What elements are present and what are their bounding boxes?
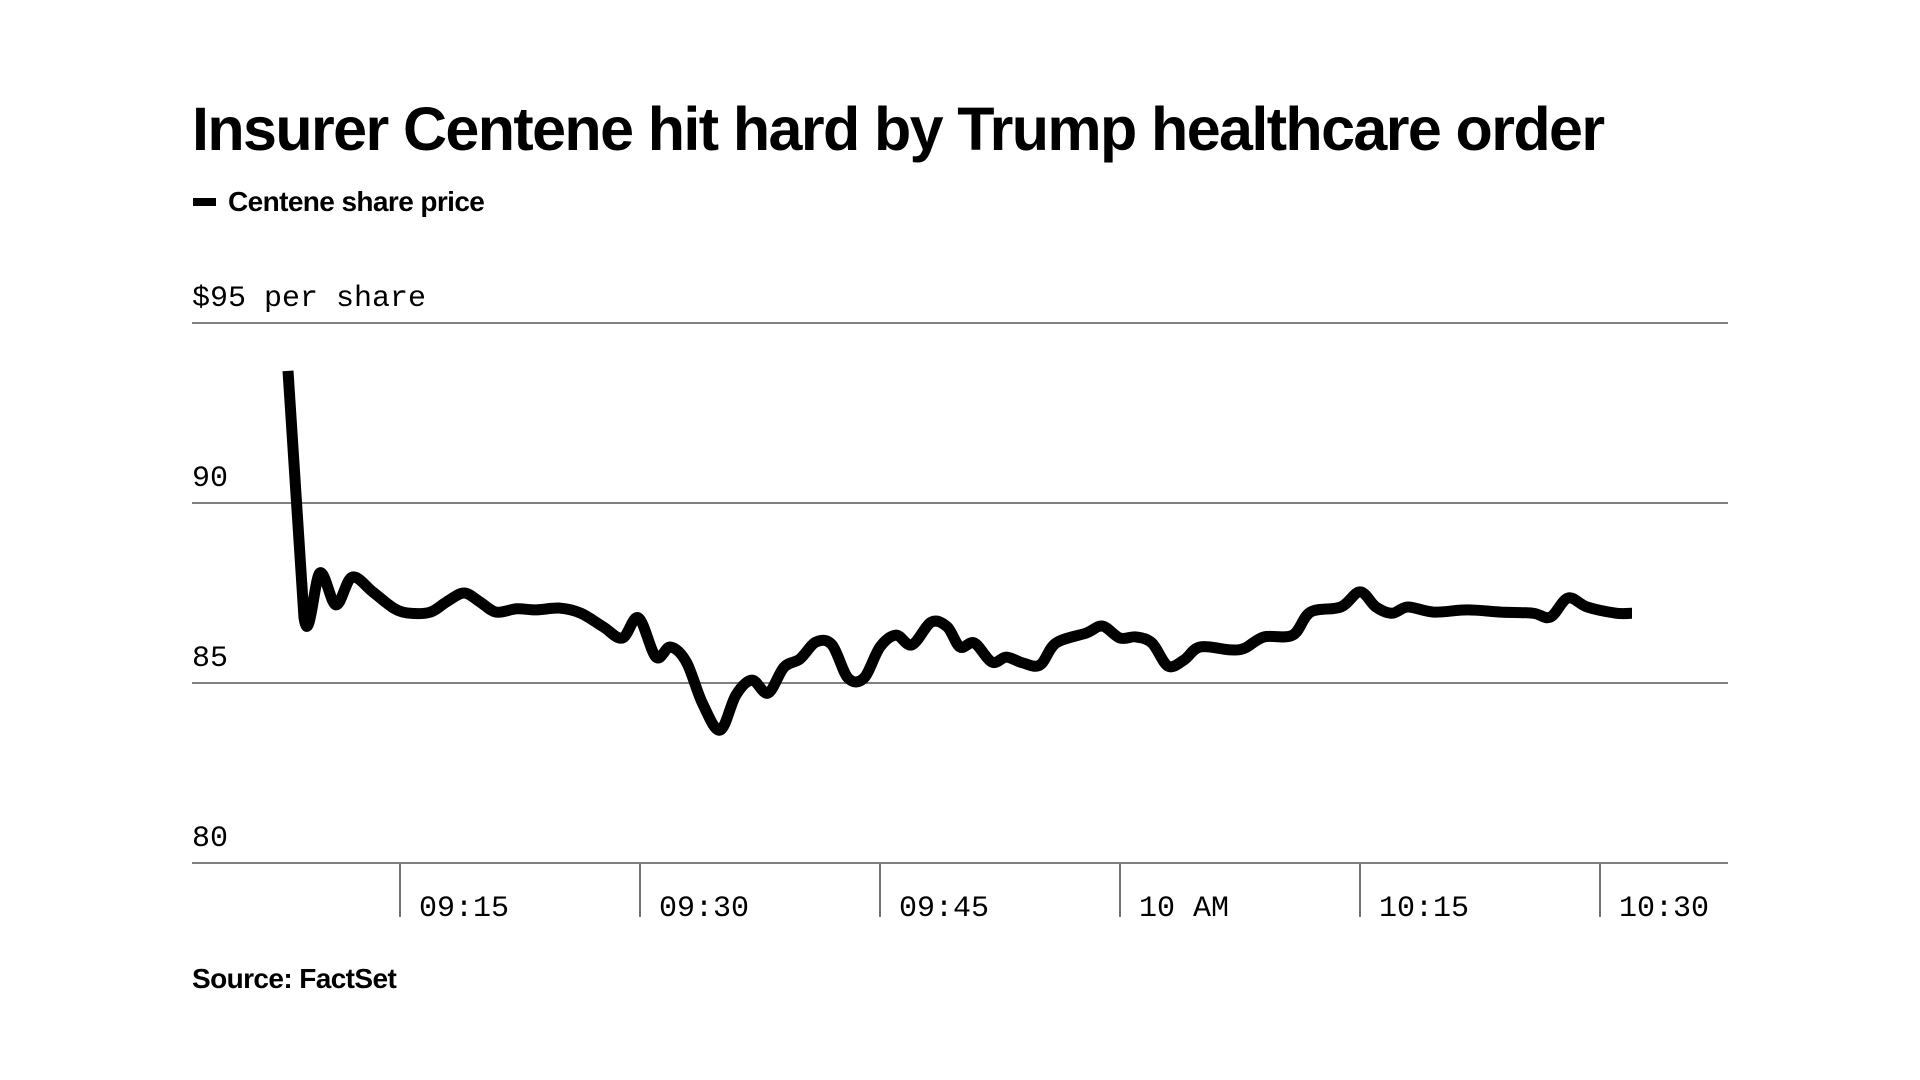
x-tick-label: 09:15 (419, 892, 509, 926)
x-tick-label: 09:30 (659, 892, 749, 926)
series-line-centene-share-price (282, 370, 1633, 736)
gridlines (192, 322, 1728, 864)
legend-swatch-icon (193, 198, 216, 206)
x-tick-label: 10:30 (1619, 892, 1709, 926)
y-tick-label: 85 (192, 642, 228, 676)
chart-title: Insurer Centene hit hard by Trump health… (192, 95, 1605, 163)
x-axis-ticks: 09:15 09:30 09:45 10 AM 10:15 10:30 (399, 864, 1709, 926)
legend: Centene share price (193, 186, 485, 218)
series-layer (282, 370, 1633, 736)
y-tick-label: 90 (192, 462, 228, 496)
y-tick-label: 80 (192, 822, 228, 856)
legend-label: Centene share price (228, 186, 485, 217)
x-tick-label: 10:15 (1379, 892, 1469, 926)
y-axis-labels: $95 per share 90 85 80 (192, 282, 426, 856)
x-tick-label: 09:45 (899, 892, 989, 926)
y-tick-label: $95 per share (192, 282, 426, 316)
source-note: Source: FactSet (192, 963, 397, 994)
x-tick-label: 10 AM (1139, 892, 1229, 926)
